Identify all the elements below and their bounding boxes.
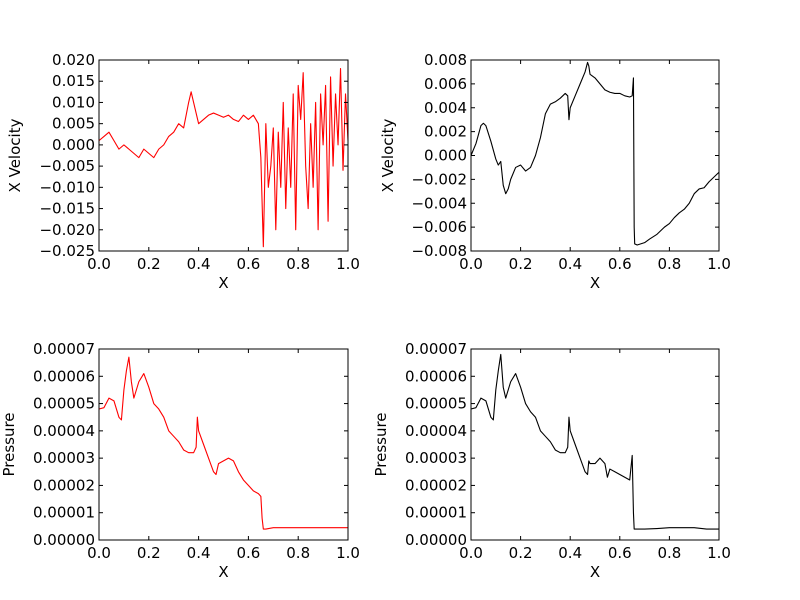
series-line <box>470 61 720 246</box>
x-tick-label: 0.0 <box>459 544 483 562</box>
y-tick-label: −0.002 <box>411 170 467 188</box>
x-tick-label: 0.8 <box>657 544 681 562</box>
y-tick-label: 0.010 <box>52 93 95 111</box>
y-tick-label: −0.005 <box>39 157 95 175</box>
y-tick-label: 0.015 <box>52 72 95 90</box>
y-tick-label: 0.00004 <box>405 422 467 440</box>
y-tick-label: 0.00005 <box>33 395 95 413</box>
series-line <box>470 353 719 530</box>
y-axis-label: X Velocity <box>6 118 24 192</box>
x-tick-label: 0.2 <box>509 255 533 273</box>
x-axis-label: X <box>590 563 600 581</box>
y-tick-label: 0.005 <box>52 115 95 133</box>
x-axis-label: X <box>218 563 228 581</box>
y-tick-label: −0.025 <box>39 242 95 260</box>
plot-frame <box>98 348 349 541</box>
y-axis-label: X Velocity <box>379 118 397 192</box>
x-tick-label: 1.0 <box>707 544 731 562</box>
y-tick-label: −0.008 <box>411 242 467 260</box>
chart-panel-3: 0.0 0.2 0.4 0.6 0.8 1.0 0.00007 0.00006 0.00005 0… <box>0 340 360 581</box>
y-tick-label: 0.00001 <box>33 504 95 522</box>
x-tick-label: 0.0 <box>459 255 483 273</box>
x-tick-label: 0.0 <box>87 255 111 273</box>
y-tick-label: 0.000 <box>424 147 467 165</box>
x-tick-label: 0.4 <box>187 255 211 273</box>
y-tick-label: 0.00003 <box>405 449 467 467</box>
x-tick-label: 0.6 <box>608 255 632 273</box>
y-tick-label: 0.00007 <box>33 340 95 358</box>
y-tick-label: 0.00004 <box>33 422 95 440</box>
chart-panel-1: 0.0 0.2 0.4 0.6 0.8 1.0 0.020 0.015 0.010 0.005 0.… <box>6 51 360 292</box>
y-tick-label: −0.004 <box>411 194 467 212</box>
series-line <box>98 67 349 248</box>
x-tick-label: 0.2 <box>137 544 161 562</box>
y-tick-label: 0.00000 <box>33 531 95 549</box>
y-tick-label: 0.00006 <box>405 367 467 385</box>
y-tick-label: −0.020 <box>39 221 95 239</box>
x-tick-label: 0.6 <box>608 544 632 562</box>
x-tick-label: 0.0 <box>87 544 111 562</box>
x-tick-label: 0.2 <box>509 544 533 562</box>
x-tick-label: 1.0 <box>707 255 731 273</box>
x-tick-label: 0.2 <box>137 255 161 273</box>
y-tick-label: −0.015 <box>39 200 95 218</box>
y-tick-label: 0.000 <box>52 136 95 154</box>
x-tick-label: 0.6 <box>236 544 260 562</box>
chart-panel-2: 0.0 0.2 0.4 0.6 0.8 1.0 0.008 0.006 0.004 0.002 0.… <box>379 51 731 292</box>
y-tick-label: 0.008 <box>424 51 467 69</box>
y-tick-label: 0.00002 <box>405 476 467 494</box>
x-tick-label: 1.0 <box>336 255 360 273</box>
plot-frame <box>98 59 349 252</box>
y-tick-label: 0.00006 <box>33 367 95 385</box>
y-axis-label: Pressure <box>0 412 18 476</box>
y-tick-label: 0.00007 <box>405 340 467 358</box>
x-tick-label: 0.8 <box>286 544 310 562</box>
plot-frame <box>470 348 720 541</box>
chart-panel-4: 0.0 0.2 0.4 0.6 0.8 1.0 0.00007 0.00006 0.00005 0… <box>372 340 731 581</box>
y-tick-label: 0.004 <box>424 99 467 117</box>
y-tick-label: 0.00003 <box>33 449 95 467</box>
x-axis-label: X <box>218 274 228 292</box>
x-tick-label: 0.4 <box>558 544 582 562</box>
y-tick-label: 0.006 <box>424 75 467 93</box>
y-tick-label: 0.00005 <box>405 395 467 413</box>
x-tick-label: 0.6 <box>236 255 260 273</box>
y-tick-label: 0.00000 <box>405 531 467 549</box>
x-tick-label: 0.8 <box>657 255 681 273</box>
y-tick-label: 0.00002 <box>33 476 95 494</box>
y-tick-label: 0.002 <box>424 123 467 141</box>
y-tick-label: 0.020 <box>52 51 95 69</box>
x-tick-label: 0.8 <box>286 255 310 273</box>
x-axis-label: X <box>590 274 600 292</box>
x-tick-label: 1.0 <box>336 544 360 562</box>
y-tick-label: −0.010 <box>39 178 95 196</box>
x-tick-label: 0.4 <box>558 255 582 273</box>
x-tick-label: 0.4 <box>187 544 211 562</box>
y-tick-label: 0.00001 <box>405 504 467 522</box>
series-line <box>98 356 348 530</box>
y-tick-label: −0.006 <box>411 218 467 236</box>
y-axis-label: Pressure <box>372 412 390 476</box>
